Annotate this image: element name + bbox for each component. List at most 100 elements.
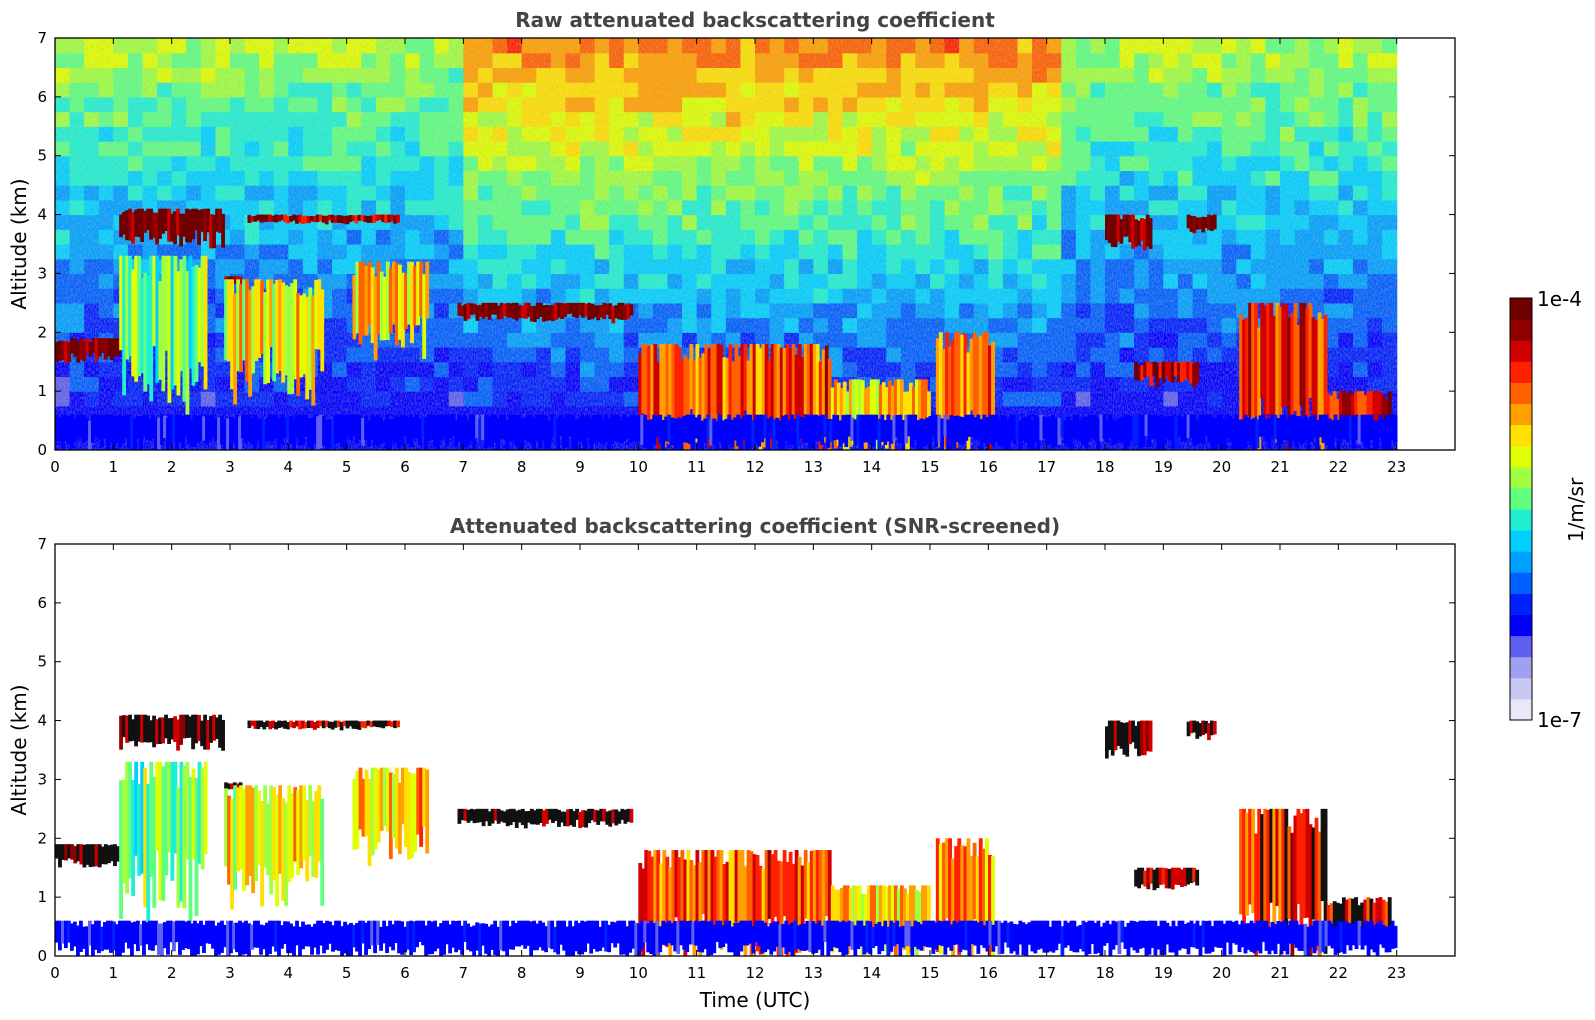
boundary_layer-mark [1105, 920, 1110, 944]
cloud_layer-mark [514, 810, 519, 828]
cloud_layer-mark [137, 208, 141, 238]
boundary_layer-mark [859, 414, 864, 449]
boundary_layer-mark [448, 924, 452, 954]
boundary_layer-mark [1345, 414, 1350, 440]
boundary_layer-mark [988, 414, 993, 444]
boundary_layer-mark [223, 924, 227, 948]
cloud_layer-mark [1176, 362, 1181, 383]
cloud_layer-mark [161, 717, 165, 744]
bottom-y-axis-label: Altitude (km) [7, 684, 31, 815]
x-tick-label: 12 [745, 458, 764, 476]
cloud_layer-mark [1195, 217, 1200, 230]
cloud_layer-mark [200, 720, 204, 747]
colorbar-cell [1510, 424, 1532, 447]
cloud_layer-mark [1278, 808, 1283, 935]
boundary_layer-mark [694, 417, 699, 439]
boundary_layer-mark [55, 920, 59, 943]
boundary_layer-mark [505, 419, 510, 450]
cloud_layer-mark [1263, 808, 1268, 941]
boundary_layer-mark [1300, 924, 1305, 951]
aerosol_plume-mark [296, 790, 301, 875]
boundary_layer-mark [595, 414, 600, 443]
boundary_layer-mark [349, 922, 353, 956]
aerosol_plume-mark [425, 261, 430, 319]
cloud_layer-mark [1167, 361, 1172, 382]
boundary_layer-mark [322, 415, 326, 446]
boundary_layer-mark [670, 923, 675, 946]
cloud_layer-mark [493, 808, 498, 821]
boundary_layer-mark [559, 414, 564, 437]
cloud_layer-mark [722, 864, 727, 935]
boundary_layer-mark [259, 419, 263, 450]
aerosol_plume-mark [293, 787, 298, 862]
boundary_layer-mark [850, 417, 855, 441]
boundary_layer-mark [1042, 920, 1047, 953]
boundary_layer-mark [1075, 926, 1080, 953]
cloud_layer-mark [61, 844, 65, 860]
cloud_layer-mark [466, 302, 471, 320]
cloud_layer-mark [1148, 218, 1153, 249]
cloud_layer-mark [324, 720, 329, 727]
boundary_layer-mark [1057, 920, 1062, 944]
cloud_layer-mark [710, 850, 715, 929]
cloud_layer-mark [641, 344, 646, 414]
cloud_layer-mark [209, 214, 213, 249]
aerosol_plume-mark [269, 785, 274, 895]
boundary_layer-mark [1318, 414, 1323, 438]
boundary_layer-mark [520, 418, 525, 449]
boundary_layer-mark [757, 920, 762, 947]
cloud_layer-mark [125, 210, 129, 241]
cloud_layer-mark [191, 208, 195, 240]
boundary_layer-mark [352, 414, 356, 437]
x-tick-label: 1 [109, 964, 119, 982]
cloud_layer-mark [1351, 898, 1355, 932]
aerosol_plume-mark [308, 785, 313, 857]
aerosol_plume-mark [358, 767, 363, 830]
boundary_layer-mark [385, 414, 389, 450]
x-tick-label: 3 [225, 964, 235, 982]
cloud_layer-mark [848, 887, 853, 946]
boundary_layer-mark [130, 414, 134, 450]
cloud_layer-mark [1308, 302, 1313, 398]
boundary_layer-mark [250, 418, 254, 445]
bottom-features [55, 714, 1398, 956]
boundary_layer-mark [1042, 416, 1047, 439]
boundary_layer-mark [529, 921, 534, 956]
boundary_layer-mark [1165, 922, 1170, 945]
boundary_layer-mark [1324, 920, 1329, 947]
boundary_layer-mark [307, 924, 311, 947]
cloud_layer-mark [179, 714, 183, 745]
boundary_layer-mark [835, 920, 840, 949]
cloud_layer-mark [1320, 808, 1325, 902]
boundary_layer-mark [418, 419, 422, 446]
boundary_layer-mark [757, 414, 762, 447]
cloud_layer-mark [327, 214, 332, 221]
boundary_layer-mark [85, 417, 89, 441]
cloud_layer-mark [978, 838, 983, 932]
aerosol_plume-mark [370, 267, 375, 344]
boundary_layer-mark [319, 414, 323, 448]
boundary_layer-mark [532, 920, 537, 951]
boundary_layer-mark [643, 920, 648, 943]
bottom-x-axis-label: Time (UTC) [699, 988, 811, 1012]
cloud_layer-mark [1305, 307, 1310, 418]
cloud_layer-mark [1198, 217, 1203, 230]
boundary_layer-mark [631, 920, 636, 949]
cloud_layer-mark [1248, 808, 1253, 905]
cloud_layer-mark [309, 720, 314, 729]
boundary_layer-mark [205, 414, 209, 445]
cloud_layer-mark [1293, 302, 1298, 411]
boundary_layer-mark [424, 925, 428, 956]
boundary_layer-mark [400, 414, 404, 446]
boundary_layer-mark [727, 920, 732, 953]
cloud_layer-mark [845, 885, 850, 955]
aerosol_plume-mark [188, 776, 193, 924]
boundary_layer-mark [1222, 923, 1227, 956]
boundary_layer-mark [112, 921, 116, 951]
boundary_layer-mark [625, 417, 630, 440]
boundary_layer-mark [355, 414, 359, 444]
cloud_layer-mark [1134, 361, 1139, 380]
cloud_layer-mark [812, 850, 817, 946]
aerosol_plume-mark [239, 785, 243, 870]
cloud_layer-mark [704, 344, 709, 431]
